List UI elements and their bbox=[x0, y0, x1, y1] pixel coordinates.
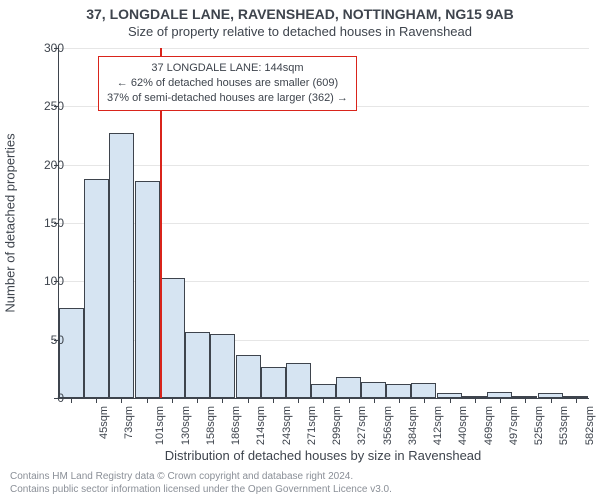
histogram-bar bbox=[84, 179, 109, 398]
histogram-bar bbox=[386, 384, 411, 398]
xtick-label: 412sqm bbox=[432, 406, 444, 445]
xtick-mark bbox=[121, 398, 122, 403]
xtick-mark bbox=[551, 398, 552, 403]
histogram-bar bbox=[311, 384, 336, 398]
histogram-bar bbox=[160, 278, 185, 398]
annotation-box: 37 LONGDALE LANE: 144sqm ← 62% of detache… bbox=[98, 56, 357, 111]
xtick-label: 130sqm bbox=[180, 406, 192, 445]
footer-line2: Contains public sector information licen… bbox=[10, 484, 392, 495]
xtick-label: 469sqm bbox=[483, 406, 495, 445]
ytick-label: 250 bbox=[28, 99, 64, 113]
xtick-label: 356sqm bbox=[382, 406, 394, 445]
xtick-mark bbox=[197, 398, 198, 403]
xtick-mark bbox=[424, 398, 425, 403]
xtick-label: 497sqm bbox=[508, 406, 520, 445]
histogram-bar bbox=[185, 332, 210, 399]
xtick-label: 45sqm bbox=[99, 406, 111, 439]
xtick-mark bbox=[475, 398, 476, 403]
xtick-label: 271sqm bbox=[306, 406, 318, 445]
ytick-label: 200 bbox=[28, 158, 64, 172]
xtick-mark bbox=[399, 398, 400, 403]
xtick-mark bbox=[96, 398, 97, 403]
xtick-mark bbox=[273, 398, 274, 403]
histogram-bar bbox=[236, 355, 261, 398]
x-axis-label: Distribution of detached houses by size … bbox=[58, 448, 588, 463]
annotation-line3: 37% of semi-detached houses are larger (… bbox=[107, 92, 348, 104]
xtick-mark bbox=[71, 398, 72, 403]
xtick-mark bbox=[222, 398, 223, 403]
xtick-label: 327sqm bbox=[356, 406, 368, 445]
ytick-label: 150 bbox=[28, 216, 64, 230]
xtick-mark bbox=[500, 398, 501, 403]
xtick-label: 299sqm bbox=[331, 406, 343, 445]
histogram-bar bbox=[59, 308, 84, 398]
footer-attribution: Contains HM Land Registry data © Crown c… bbox=[10, 471, 392, 496]
title-address: 37, LONGDALE LANE, RAVENSHEAD, NOTTINGHA… bbox=[0, 6, 600, 22]
annotation-line2: ← 62% of detached houses are smaller (60… bbox=[117, 77, 338, 89]
histogram-bar bbox=[210, 334, 235, 398]
xtick-label: 553sqm bbox=[558, 406, 570, 445]
xtick-mark bbox=[147, 398, 148, 403]
xtick-label: 158sqm bbox=[205, 406, 217, 445]
xtick-label: 582sqm bbox=[584, 406, 596, 445]
xtick-mark bbox=[525, 398, 526, 403]
xtick-label: 101sqm bbox=[155, 406, 167, 445]
ytick-label: 100 bbox=[28, 274, 64, 288]
xtick-label: 243sqm bbox=[281, 406, 293, 445]
histogram-bar bbox=[261, 367, 286, 399]
xtick-mark bbox=[248, 398, 249, 403]
ytick-label: 50 bbox=[28, 333, 64, 347]
histogram-bar bbox=[411, 383, 436, 398]
y-axis-label: Number of detached properties bbox=[3, 133, 18, 312]
histogram-bar bbox=[109, 133, 134, 398]
xtick-mark bbox=[576, 398, 577, 403]
xtick-label: 384sqm bbox=[407, 406, 419, 445]
histogram-bar bbox=[336, 377, 361, 398]
histogram-bar bbox=[135, 181, 160, 398]
histogram-bar bbox=[286, 363, 311, 398]
xtick-label: 73sqm bbox=[124, 406, 136, 439]
annotation-line1: 37 LONGDALE LANE: 144sqm bbox=[151, 62, 303, 74]
footer-line1: Contains HM Land Registry data © Crown c… bbox=[10, 471, 353, 482]
ytick-label: 300 bbox=[28, 41, 64, 55]
chart-root: 37, LONGDALE LANE, RAVENSHEAD, NOTTINGHA… bbox=[0, 0, 600, 500]
title-description: Size of property relative to detached ho… bbox=[0, 24, 600, 39]
xtick-mark bbox=[450, 398, 451, 403]
xtick-label: 440sqm bbox=[457, 406, 469, 445]
gridline bbox=[59, 48, 589, 49]
xtick-mark bbox=[172, 398, 173, 403]
ytick-label: 0 bbox=[28, 391, 64, 405]
gridline bbox=[59, 165, 589, 166]
xtick-mark bbox=[349, 398, 350, 403]
y-axis-label-container: Number of detached properties bbox=[2, 48, 18, 398]
xtick-mark bbox=[298, 398, 299, 403]
xtick-label: 525sqm bbox=[533, 406, 545, 445]
histogram-bar bbox=[361, 382, 386, 398]
xtick-mark bbox=[374, 398, 375, 403]
xtick-label: 214sqm bbox=[255, 406, 267, 445]
xtick-label: 186sqm bbox=[230, 406, 242, 445]
xtick-mark bbox=[323, 398, 324, 403]
